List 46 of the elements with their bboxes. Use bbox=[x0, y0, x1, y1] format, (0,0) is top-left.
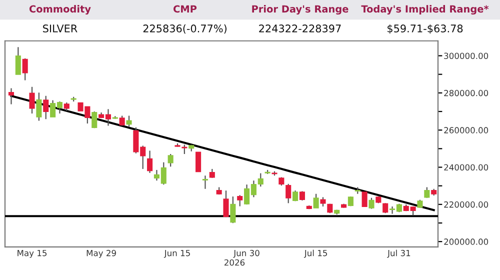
candlestick bbox=[126, 115, 132, 128]
text: CMP bbox=[174, 5, 197, 13]
candlestick bbox=[313, 193, 319, 208]
candlestick bbox=[119, 115, 125, 126]
y-tick-label: 240000.00 bbox=[444, 164, 488, 171]
y-tick-label: 300000.00 bbox=[444, 52, 488, 60]
candlestick bbox=[168, 153, 174, 168]
x-axis-title: 2026 bbox=[224, 259, 245, 266]
y-tick-label: 220000.00 bbox=[444, 201, 488, 208]
candlestick bbox=[382, 202, 388, 214]
candlestick bbox=[22, 58, 28, 81]
candlestick bbox=[92, 110, 98, 129]
candlestick bbox=[36, 92, 42, 122]
text: 225836(-0.77%) bbox=[143, 24, 226, 34]
candlestick bbox=[43, 95, 49, 120]
candlestick bbox=[15, 46, 21, 75]
candlestick bbox=[299, 190, 305, 202]
x-tick-label: Jun 15 bbox=[164, 250, 190, 258]
candlestick bbox=[8, 88, 14, 105]
candlestick bbox=[223, 190, 229, 218]
candlestick bbox=[320, 196, 326, 208]
text: Prior Day's Range bbox=[252, 5, 348, 15]
y-tick-label: 260000.00 bbox=[444, 127, 488, 134]
x-tick-label: May 15 bbox=[18, 250, 47, 258]
candlestick bbox=[230, 196, 236, 224]
y-tick-label: 280000.00 bbox=[444, 90, 488, 96]
candlestick bbox=[147, 150, 153, 174]
text: Commodity bbox=[29, 5, 91, 15]
text: $59.71-$63.78 bbox=[388, 24, 463, 34]
text: 224322-228397 bbox=[259, 24, 341, 32]
candlestick bbox=[202, 175, 208, 190]
x-tick-label: Jun 30 bbox=[233, 250, 260, 258]
candlestick bbox=[196, 152, 202, 172]
text: SILVER bbox=[43, 24, 78, 32]
candlestick bbox=[424, 186, 430, 198]
text: Today's Implied Range* bbox=[361, 5, 489, 15]
candlestick bbox=[286, 183, 292, 204]
x-tick-label: Jul 31 bbox=[387, 250, 410, 258]
x-tick-label: May 29 bbox=[86, 250, 116, 258]
x-tick-label: Jul 15 bbox=[304, 250, 327, 258]
candlestick bbox=[368, 197, 374, 210]
y-tick-label: 200000.00 bbox=[444, 238, 488, 245]
candlestick bbox=[362, 192, 368, 208]
candlestick bbox=[237, 194, 243, 207]
candlestick bbox=[29, 86, 35, 114]
candlestick bbox=[182, 144, 188, 155]
